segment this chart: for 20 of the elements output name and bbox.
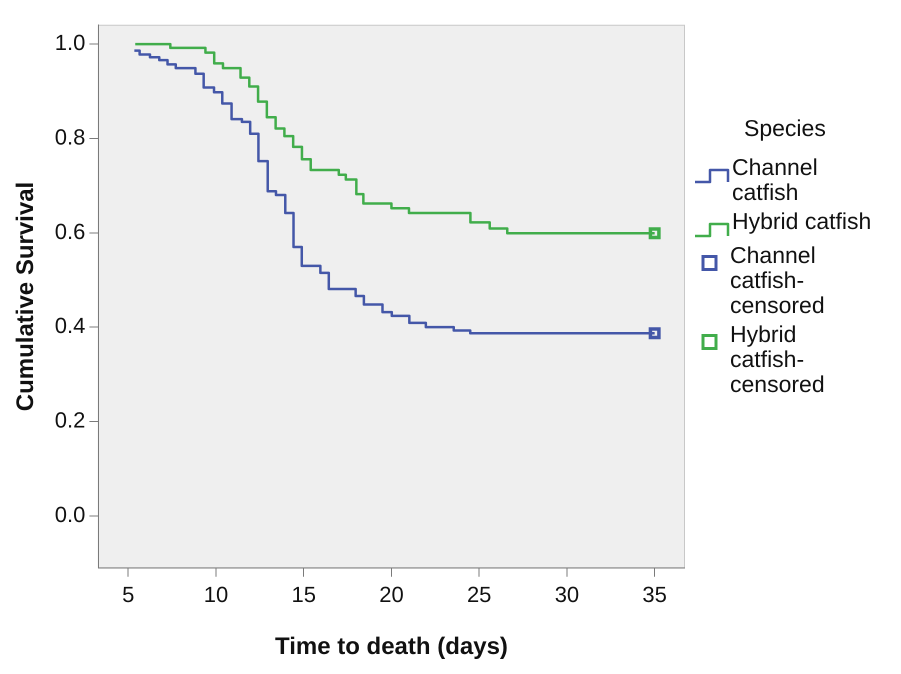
x-tick-label: 30 [554, 582, 580, 608]
y-tick-label: 0.0 [54, 502, 86, 527]
y-tick-label: 1.0 [54, 30, 86, 56]
y-tick-label: 0.6 [54, 218, 86, 244]
legend-title: Species [744, 115, 827, 141]
x-tick-label: 20 [379, 582, 404, 608]
y-tick-label: 0.8 [54, 124, 86, 150]
x-tick-label: 5 [122, 582, 134, 608]
x-tick-label: 25 [466, 582, 492, 608]
x-tick-label: 10 [204, 582, 228, 608]
x-axis-title: Time to death (days) [274, 633, 508, 660]
y-tick-label: 0.2 [54, 408, 86, 433]
y-tick-label: 0.4 [54, 313, 86, 338]
legend-label: Channel catfish-censored [730, 242, 826, 318]
y-axis-title: Cumulative Survival [12, 182, 40, 412]
legend-label: Hybrid catfish [732, 208, 872, 234]
legend-label: Hybrid catfish-censored [730, 321, 826, 397]
x-tick-label: 15 [291, 582, 316, 608]
x-tick-label: 35 [642, 582, 667, 608]
legend-label: Channel catfish [732, 154, 819, 205]
